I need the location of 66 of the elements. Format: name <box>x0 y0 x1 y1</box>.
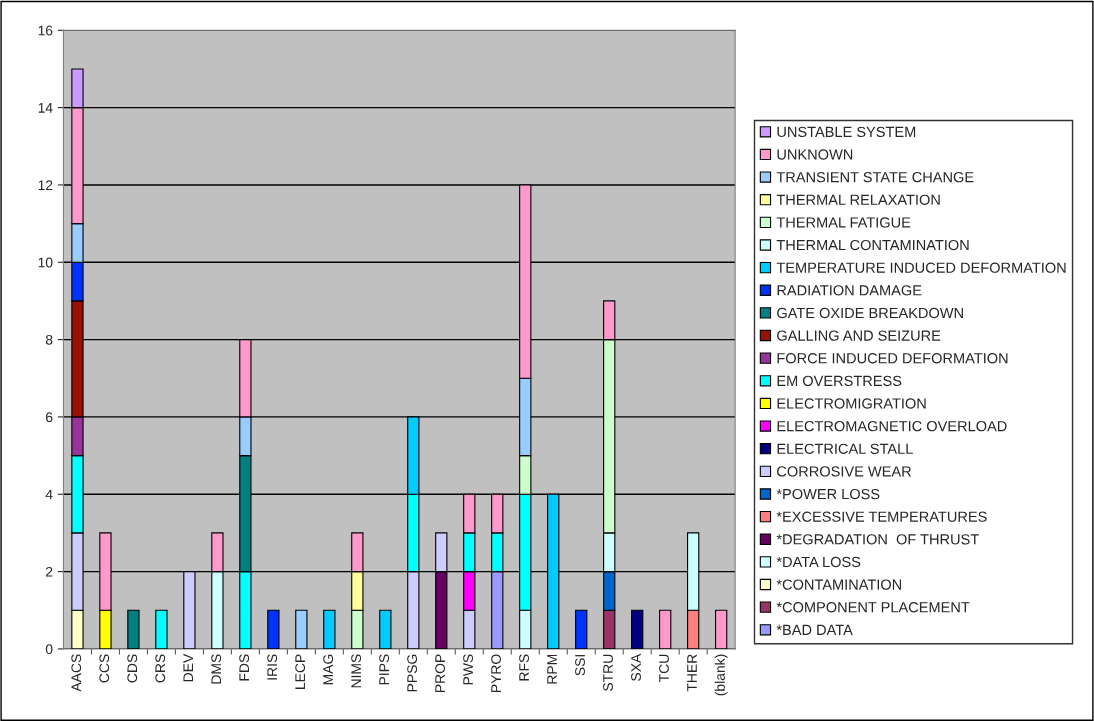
legend-label: TRANSIENT STATE CHANGE <box>776 171 974 183</box>
legend-label: THERMAL CONTAMINATION <box>776 239 969 251</box>
legend-label: *CONTAMINATION <box>776 579 902 590</box>
x-tick-label: SSI <box>575 655 585 676</box>
x-tick-label: FDS <box>239 654 250 681</box>
x-tick-label: PIPS <box>379 654 390 685</box>
x-tick-label: AACS <box>71 654 82 692</box>
x-tick-label: THER <box>687 654 697 692</box>
x-tick-label: CCS <box>99 654 110 683</box>
y-tick-label: 0 <box>45 644 53 655</box>
legend-label: UNKNOWN <box>777 149 853 160</box>
y-tick-label: 12 <box>38 180 53 190</box>
legend-label: RADIATION DAMAGE <box>777 285 922 296</box>
legend-label: *POWER LOSS <box>776 488 880 500</box>
x-tick-label: RFS <box>519 654 529 681</box>
bar <box>267 609 280 649</box>
bar <box>127 609 140 649</box>
legend-label: *BAD DATA <box>776 624 853 635</box>
y-tick-label: 4 <box>45 489 53 500</box>
x-tick-label: PYRO <box>491 654 501 692</box>
legend-label: GALLING AND SEIZURE <box>777 330 941 341</box>
legend-label: *DEGRADATION OF THRUST <box>776 534 979 545</box>
x-tick-label: PROP <box>435 654 446 692</box>
legend-label: *EXCESSIVE TEMPERATURES <box>776 511 987 522</box>
x-tick-label: (blank) <box>714 654 728 696</box>
x-tick-label: IRIS <box>267 654 278 680</box>
legend-label: CORROSIVE WEAR <box>777 466 912 477</box>
x-tick-label: NIMS <box>351 654 362 688</box>
x-tick-label: PPSG <box>407 654 418 692</box>
bar <box>155 609 168 649</box>
y-tick-label: 16 <box>38 25 53 36</box>
x-tick-label: DEV <box>183 653 193 682</box>
y-tick-label: 2 <box>46 566 53 577</box>
legend-label: FORCE INDUCED DEFORMATION <box>777 353 1008 364</box>
legend-label: EM OVERSTRESS <box>777 375 902 387</box>
bar <box>379 609 392 649</box>
x-tick-label: MAG <box>323 654 334 685</box>
legend-label: ELECTRICAL STALL <box>777 443 913 454</box>
bar <box>295 609 308 649</box>
y-tick-label: 10 <box>38 257 53 268</box>
legend-label: THERMAL RELAXATION <box>776 194 940 205</box>
legend-label: TEMPERATURE INDUCED DEFORMATION <box>776 262 1066 273</box>
legend-label: *DATA LOSS <box>776 556 861 568</box>
legend-label: THERMAL FATIGUE <box>776 217 911 228</box>
x-tick-label: LECP <box>295 654 306 689</box>
bar <box>659 609 672 649</box>
legend-label: GATE OXIDE BREAKDOWN <box>777 307 963 319</box>
legend-label: UNSTABLE SYSTEM <box>777 126 916 138</box>
y-tick-label: 6 <box>46 412 53 423</box>
x-tick-label: SXA <box>631 653 641 681</box>
legend-label: ELECTROMIGRATION <box>777 398 926 409</box>
x-tick-label: PWS <box>463 654 474 685</box>
bar <box>631 609 644 649</box>
x-tick-label: DMS <box>211 654 222 684</box>
y-tick-label: 14 <box>38 103 53 113</box>
x-tick-label: RPM <box>547 654 557 684</box>
x-tick-label: STRU <box>603 654 613 691</box>
legend-label: ELECTROMAGNETIC OVERLOAD <box>777 420 1007 432</box>
bar <box>715 609 728 649</box>
bar <box>575 609 588 649</box>
x-tick-label: TCU <box>659 654 669 682</box>
legend-label: *COMPONENT PLACEMENT <box>776 602 970 613</box>
bar <box>323 609 336 649</box>
x-tick-label: CDS <box>127 654 138 683</box>
x-tick-label: CRS <box>155 654 166 683</box>
y-tick-label: 8 <box>45 334 53 345</box>
